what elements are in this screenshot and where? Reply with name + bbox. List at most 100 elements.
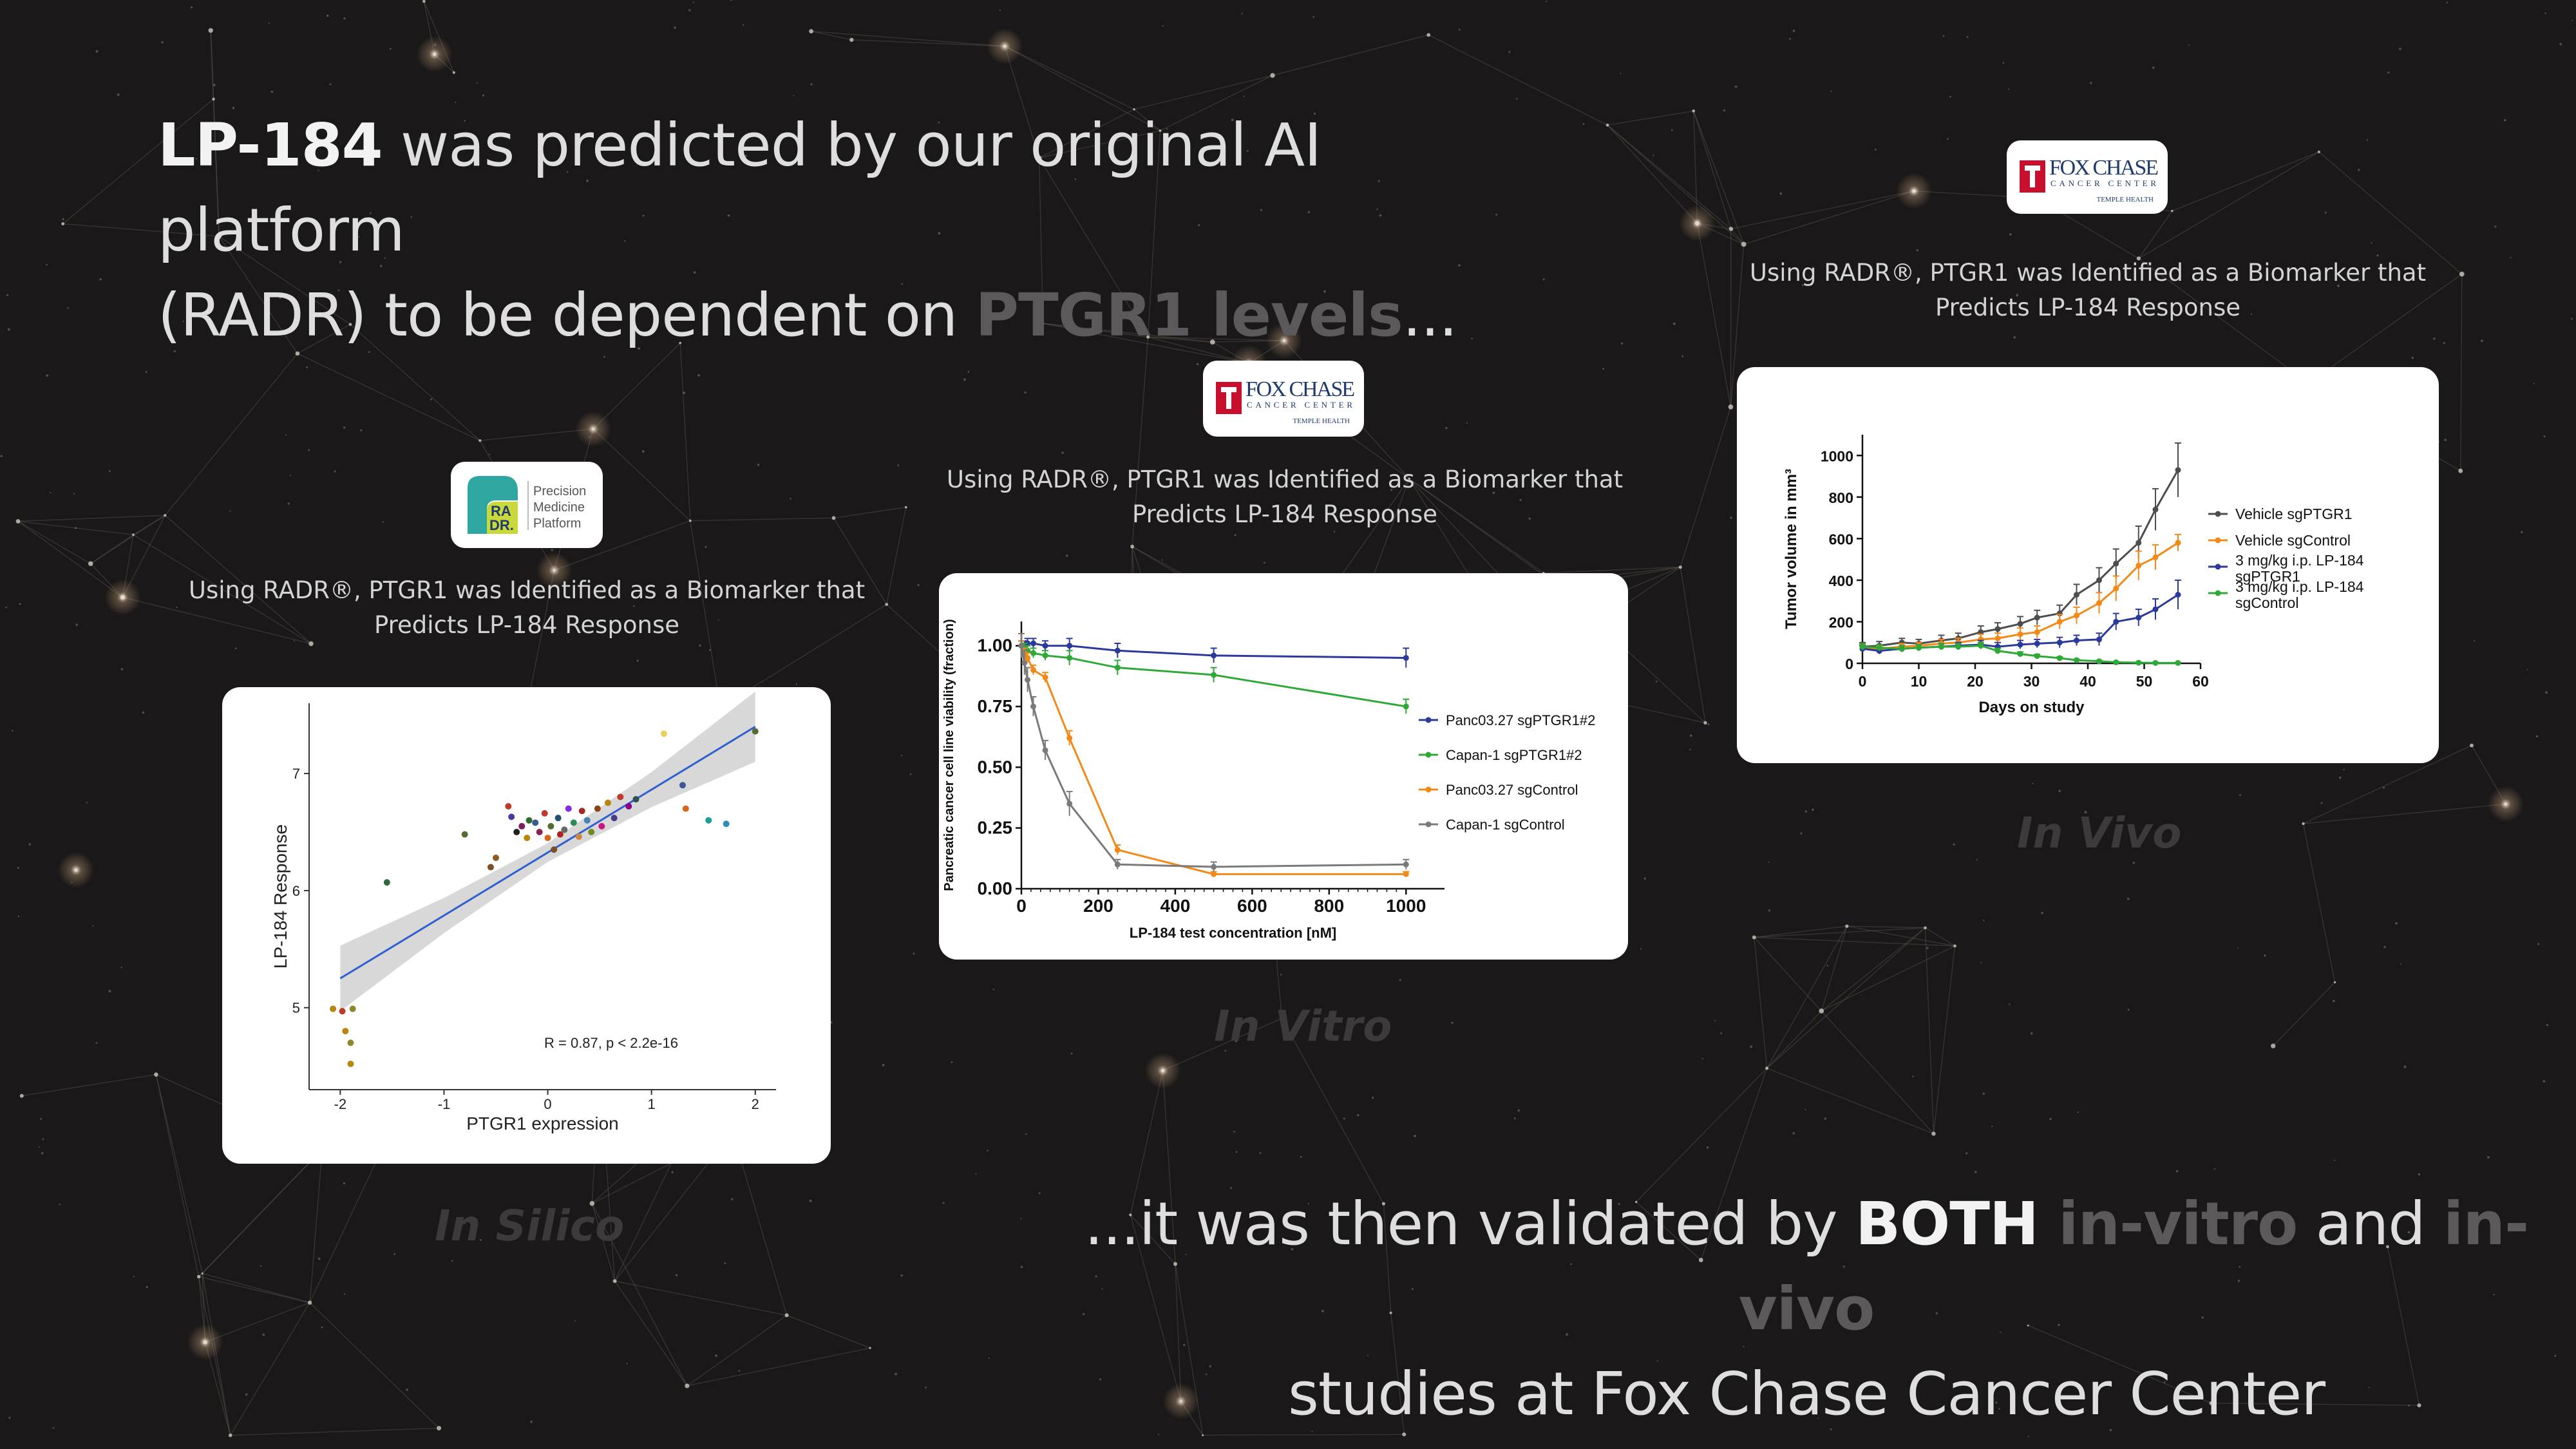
dust [715,1354,717,1357]
star [1698,1258,1703,1262]
star-link [614,1280,787,1316]
headline-line2-start: (RADR) to be dependent on [158,281,976,350]
in-silico-scatter-chart: -2 -1 0 1 2 5 6 7 PTGR1 expression LP-184 Respons… [270,691,776,1133]
star-link [133,534,312,645]
regression-line [339,726,756,980]
star [592,428,595,431]
star-link [2318,151,2463,275]
headline-top-line2: (RADR) to be dependent on PTGR1 levels..… [158,273,1510,358]
dust [2433,337,2436,340]
star-link [851,39,1005,47]
dust [2008,88,2010,90]
star-link [1147,130,1161,337]
dust [738,1370,741,1372]
star [1728,227,1734,231]
dust [1516,98,1518,100]
dust [1743,1345,1745,1348]
star [15,519,21,524]
caption-in-silico: Using RADR®, PTGR1 was Identified as a B… [188,576,866,639]
star-link [164,353,298,516]
x-tick-label: 1 [648,1096,656,1112]
dust [1714,1020,1716,1022]
dust [2324,211,2327,214]
legend-marker [2215,590,2221,596]
fox-chase-logo-middle: FOX CHASE CANCER CENTER TEMPLE HEALTH [1203,361,1364,437]
data-point [2136,659,2142,666]
dust [2213,1168,2216,1170]
star-link [1039,109,1135,159]
dust [1300,1156,1302,1158]
dust [1307,1202,1310,1205]
dust [1205,1373,1208,1376]
dust [317,169,319,171]
star-link [1754,937,1768,1068]
dust [1812,808,1814,811]
y-axis-label: LP-184 Response [270,824,290,969]
star-link [687,1347,871,1387]
dust [46,263,48,266]
star [1041,322,1045,325]
dust [67,307,70,309]
data-point [518,822,526,829]
dust [624,240,626,242]
y-tick-label: 200 [1829,614,1853,630]
dust [1492,491,1495,494]
dust [430,398,433,401]
dust [1390,489,1393,491]
star-link [230,1427,439,1436]
x-axis-label: PTGR1 expression [466,1113,619,1133]
dust [1750,1045,1752,1048]
dust [2175,1170,2179,1173]
dust [1231,118,1234,122]
dust [810,83,813,86]
dust [724,1262,726,1265]
dust [2152,66,2155,69]
dust [2126,897,2130,900]
data-point [1030,640,1037,647]
star-link [2303,744,2472,824]
star [216,234,222,239]
dust [742,24,744,26]
dust [1982,1092,1985,1095]
star [1765,1066,1769,1070]
star-link [309,1302,440,1429]
data-point [2017,621,2023,627]
dust [120,967,122,969]
dust [1980,961,1982,963]
star [196,1274,201,1279]
star-link [811,30,852,41]
dust [1546,0,1548,3]
dust [59,1203,61,1206]
star-link [1272,34,1429,76]
star-link [2459,274,2463,471]
star [1130,544,1135,549]
star-link [350,324,480,441]
dust [925,1387,927,1388]
data-point [2113,618,2119,625]
dust [2400,963,2401,965]
dust [1312,15,1315,18]
fox-chase-logo-right: FOX CHASE CANCER CENTER TEMPLE HEALTH [2007,140,2168,214]
dust [8,1416,11,1419]
data-point [632,796,639,803]
dust [1095,1275,1097,1278]
data-point [2017,650,2023,657]
fox-chase-sub: CANCER CENTER [2050,178,2157,188]
data-point [508,813,515,820]
y-tick-label: 0.75 [978,696,1013,716]
data-point [1025,655,1031,661]
headline-bottom: ...it was then validated by BOTH in-vitr… [1082,1182,2531,1437]
x-tick-label: 0 [1859,673,1867,690]
dust [2407,1231,2410,1234]
dust [1074,178,1077,180]
star-link [210,30,214,99]
dust [1466,422,1468,424]
dust [2526,668,2528,670]
star-link [1148,336,1213,343]
data-point [349,1005,356,1012]
dust [2544,12,2546,14]
data-point [554,815,562,822]
star-link [1543,566,1681,574]
dust [1495,213,1498,216]
